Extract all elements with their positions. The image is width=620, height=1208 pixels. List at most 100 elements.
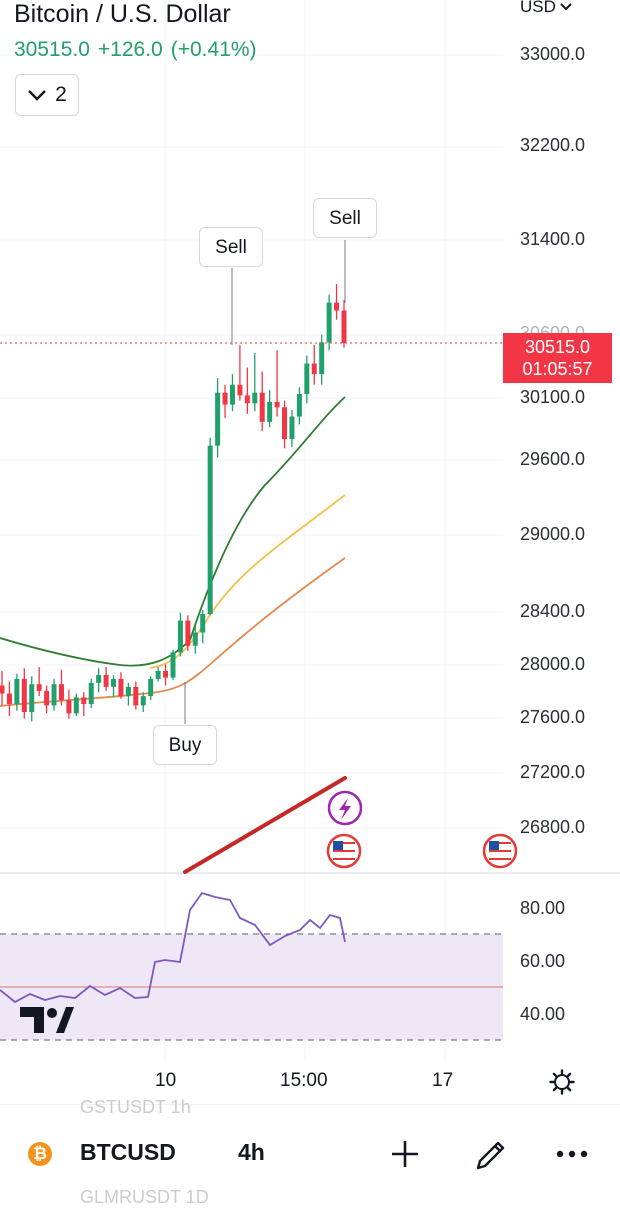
chevron-down-icon	[28, 90, 47, 101]
rsi-axis-label: 80.00	[520, 898, 566, 918]
time-axis-label: 17	[432, 1070, 454, 1091]
candle	[140, 696, 146, 706]
price-axis-label: 30100.0	[520, 387, 586, 407]
pen-icon[interactable]	[472, 1135, 508, 1171]
us-flag-icon	[489, 854, 511, 856]
candle-countdown: 01:05:57	[522, 359, 593, 379]
bitcoin-icon: ₿	[28, 1142, 52, 1166]
more-icon[interactable]	[555, 1148, 589, 1160]
ghost-watchlist-item: GSTUSDT 1h	[80, 1097, 191, 1117]
candle	[207, 445, 213, 614]
current-price-value: 30515.0	[524, 337, 591, 357]
candle	[237, 384, 243, 396]
candle	[66, 700, 72, 714]
ema-fast-line	[0, 396, 346, 667]
price-change: +126.0	[97, 38, 163, 61]
candle	[200, 613, 206, 633]
candle	[341, 310, 347, 344]
us-flag-icon	[489, 850, 511, 852]
price-axis-label: 31400.0	[520, 229, 586, 249]
last-price: 30515.0	[14, 38, 90, 61]
candle	[44, 690, 50, 706]
candle	[304, 363, 310, 395]
candle	[334, 302, 340, 311]
candle	[170, 652, 176, 678]
symbol-title: Bitcoin / U.S. Dollar	[14, 0, 231, 28]
candle	[252, 392, 258, 404]
price-axis-label: 29600.0	[520, 449, 586, 469]
candle	[244, 395, 250, 404]
candle	[51, 684, 57, 706]
candle	[111, 678, 117, 687]
rsi-line	[0, 891, 346, 1004]
us-flag-icon	[489, 858, 511, 860]
us-flag-icon	[489, 842, 511, 844]
us-flag-icon	[489, 841, 499, 850]
indicator-count: 2	[55, 83, 67, 106]
price-axis-label: 33000.0	[520, 44, 586, 64]
candle	[259, 392, 265, 422]
trend-line	[183, 776, 347, 874]
price-axis-label: 27200.0	[520, 762, 586, 782]
us-flag-icon	[333, 858, 355, 860]
candle	[36, 684, 42, 691]
plus-icon[interactable]	[389, 1138, 421, 1170]
us-flag-icon	[333, 846, 355, 848]
candle	[289, 416, 295, 440]
us-flag-icon	[333, 854, 355, 856]
candle	[229, 384, 235, 405]
time-axis-label: 10	[155, 1070, 177, 1091]
chart-canvas[interactable]	[0, 0, 620, 1105]
us-flag-icon	[489, 846, 511, 848]
currency-label: USD	[520, 0, 556, 16]
ghost-watchlist-item: GLMRUSDT 1D	[80, 1187, 209, 1207]
candle	[81, 697, 87, 705]
currency-selector[interactable]: USD	[520, 0, 572, 17]
candle	[177, 620, 183, 653]
settings-icon[interactable]	[549, 1069, 575, 1095]
us-flag-icon	[333, 842, 355, 844]
price-axis-label: 28000.0	[520, 654, 586, 674]
candle	[163, 670, 169, 678]
candle	[125, 686, 131, 697]
candle	[148, 678, 154, 697]
candle	[29, 684, 35, 713]
lightning-icon	[339, 798, 351, 820]
price-axis-label: 28400.0	[520, 601, 586, 621]
rsi-axis-label: 40.00	[520, 1004, 566, 1024]
candle	[185, 620, 191, 646]
price-axis-label: 29000.0	[520, 524, 586, 544]
candle	[21, 678, 27, 713]
symbol-button[interactable]: BTCUSD	[80, 1139, 176, 1165]
price-axis-label: 32200.0	[520, 135, 586, 155]
candle	[103, 674, 109, 687]
tradingview-logo[interactable]	[20, 1005, 74, 1035]
indicators-collapse-button[interactable]: 2	[15, 74, 79, 116]
candle	[215, 392, 221, 446]
bottom-toolbar: GSTUSDT 1h GLMRUSDT 1D	[0, 1097, 620, 1207]
rsi-axis-label: 60.00	[520, 951, 566, 971]
ema-slow-line	[0, 557, 346, 707]
sell-signal-label[interactable]: Sell	[313, 198, 377, 238]
current-price-tag: 30515.0 01:05:57	[503, 333, 612, 383]
interval-button[interactable]: 4h	[238, 1139, 265, 1165]
candle	[0, 685, 5, 694]
candle	[155, 670, 161, 679]
price-axis-label: 27600.0	[520, 707, 586, 727]
candle	[319, 342, 325, 375]
price-axis-label: 26800.0	[520, 817, 586, 837]
us-flag-icon	[333, 841, 343, 850]
candle	[274, 401, 280, 408]
candle	[118, 678, 124, 697]
time-axis-label: 15:00	[280, 1070, 328, 1091]
candle	[282, 407, 288, 440]
candle	[88, 682, 94, 705]
candle	[192, 632, 198, 646]
candle	[6, 693, 12, 705]
candle	[14, 678, 20, 705]
candle	[96, 674, 102, 683]
sell-signal-label[interactable]: Sell	[199, 227, 263, 267]
candle	[296, 394, 302, 417]
buy-signal-label[interactable]: Buy	[153, 725, 217, 765]
price-change-pct: (+0.41%)	[170, 38, 257, 61]
